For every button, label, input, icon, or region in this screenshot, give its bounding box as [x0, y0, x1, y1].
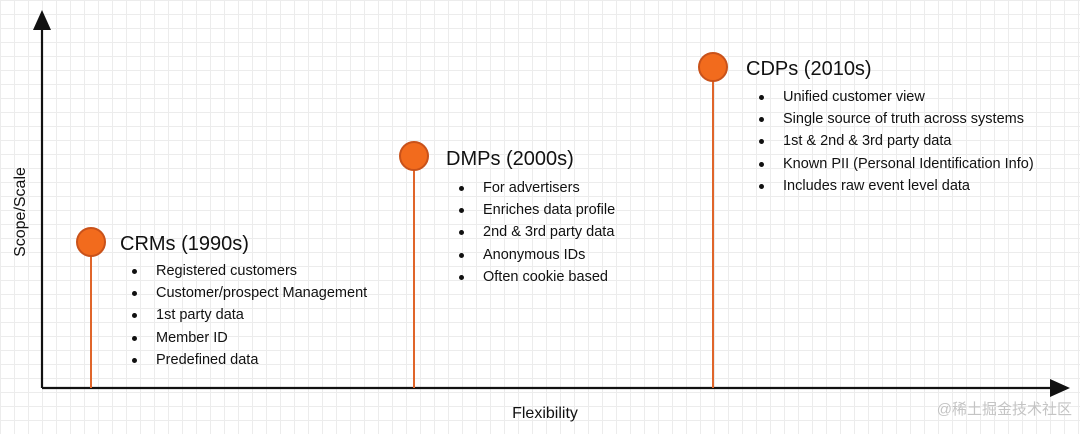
- cdp-bullet-list: Unified customer view Single source of t…: [756, 86, 1034, 197]
- x-axis-arrowhead: [1050, 379, 1070, 397]
- cdp-marker: [698, 52, 728, 82]
- crm-marker: [76, 227, 106, 257]
- crm-title: CRMs (1990s): [120, 233, 249, 255]
- crm-bullet: Registered customers: [129, 260, 367, 282]
- cdp-bullet: Known PII (Personal Identification Info): [756, 153, 1034, 175]
- dmp-marker: [399, 141, 429, 171]
- dmp-bullet: 2nd & 3rd party data: [456, 221, 615, 243]
- cdp-title: CDPs (2010s): [746, 58, 872, 80]
- dmp-title: DMPs (2000s): [446, 148, 574, 170]
- crm-bullet: Member ID: [129, 327, 367, 349]
- dmp-bullet: For advertisers: [456, 177, 615, 199]
- dmp-bullet: Often cookie based: [456, 266, 615, 288]
- cdp-bullet: Single source of truth across systems: [756, 108, 1034, 130]
- crm-bullet-list: Registered customers Customer/prospect M…: [129, 260, 367, 371]
- crm-bullet: 1st party data: [129, 304, 367, 326]
- x-axis-label: Flexibility: [512, 405, 578, 422]
- dmp-bullet: Enriches data profile: [456, 199, 615, 221]
- cdp-bullet: Includes raw event level data: [756, 175, 1034, 197]
- dmp-bullet-list: For advertisers Enriches data profile 2n…: [456, 177, 615, 288]
- y-axis-arrowhead: [33, 10, 51, 30]
- crm-bullet: Customer/prospect Management: [129, 282, 367, 304]
- crm-bullet: Predefined data: [129, 349, 367, 371]
- cdp-bullet: Unified customer view: [756, 86, 1034, 108]
- watermark: @稀土掘金技术社区: [936, 401, 1072, 418]
- dmp-bullet: Anonymous IDs: [456, 244, 615, 266]
- y-axis-label: Scope/Scale: [12, 167, 29, 257]
- cdp-bullet: 1st & 2nd & 3rd party data: [756, 130, 1034, 152]
